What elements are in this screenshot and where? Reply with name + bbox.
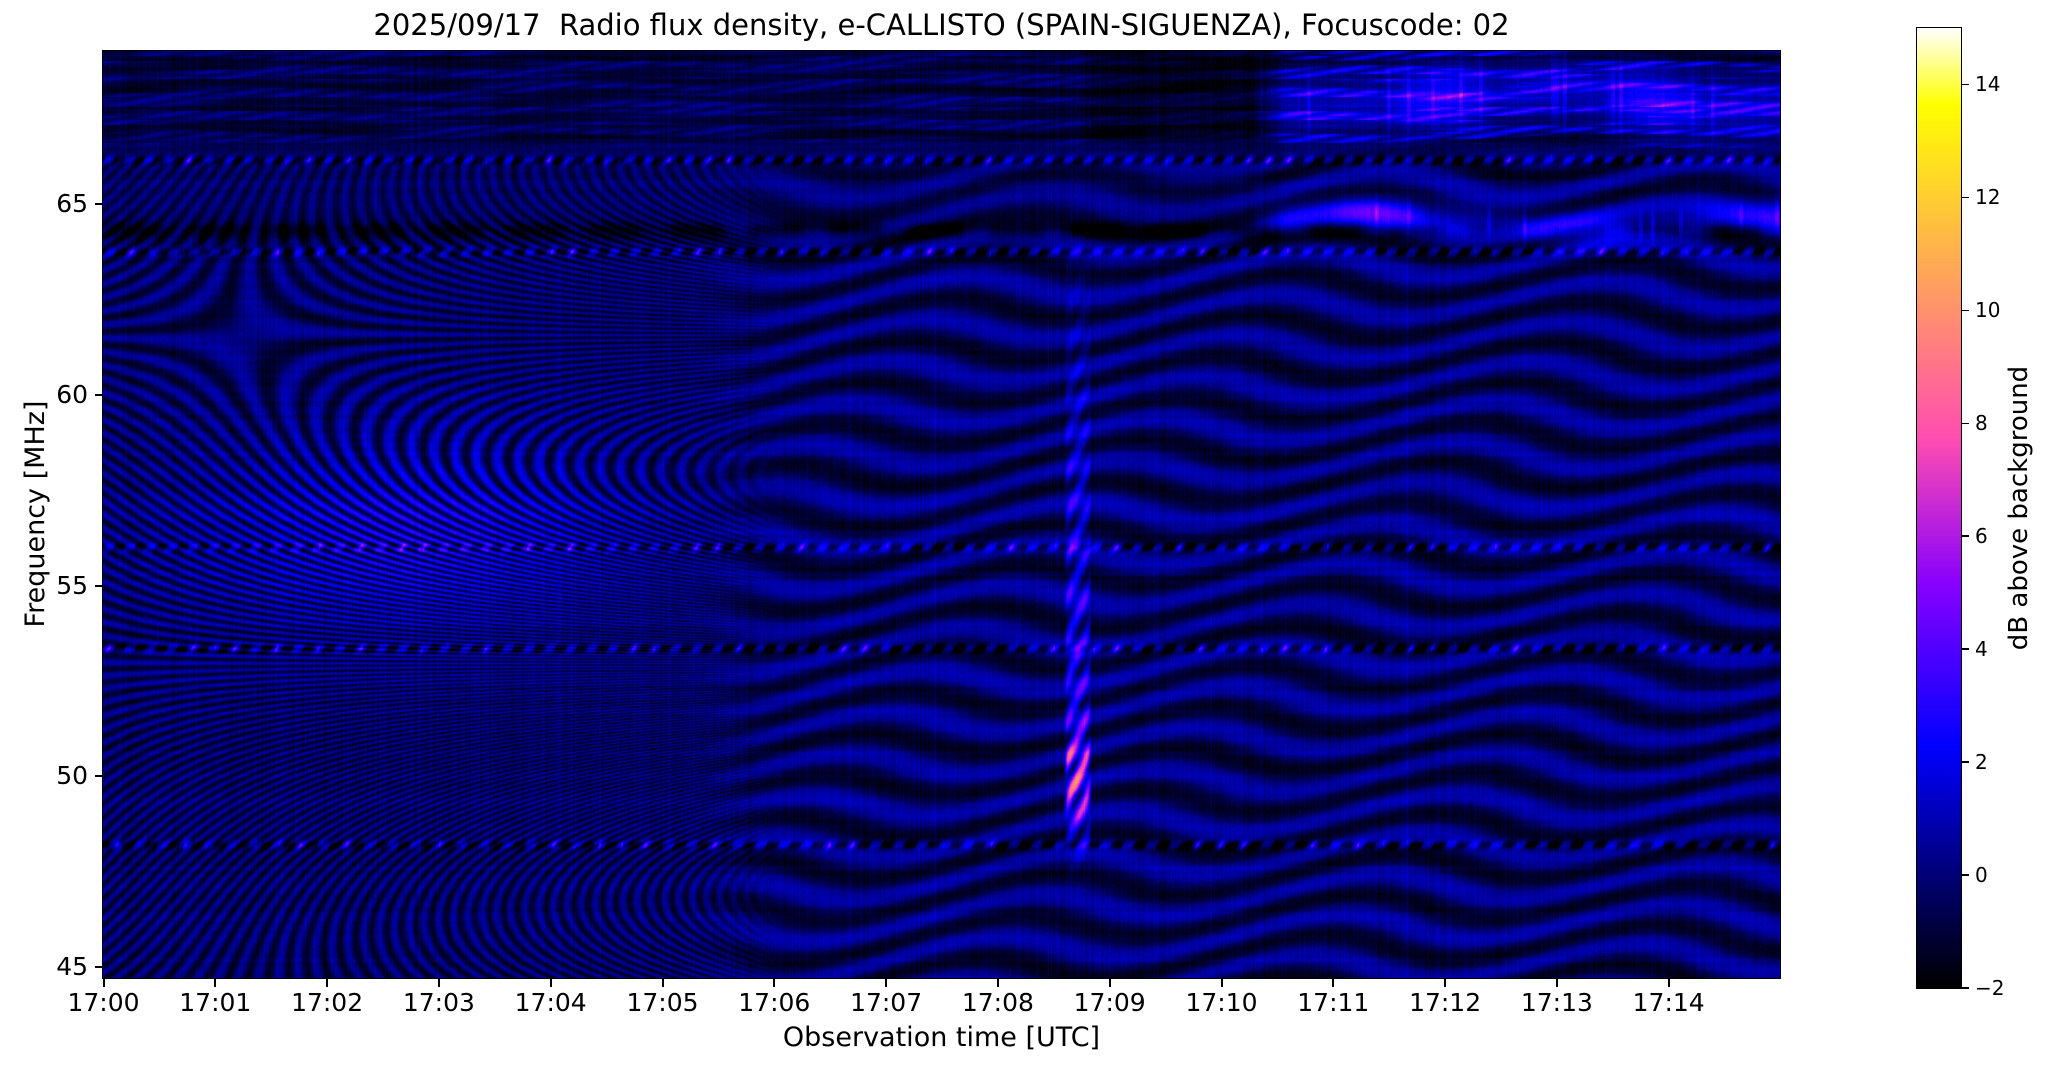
x-tick-mark xyxy=(773,978,776,987)
colorbar-tick-label: −2 xyxy=(1975,976,2005,1000)
colorbar-tick-label: 8 xyxy=(1975,411,1988,436)
colorbar-tick-label: 10 xyxy=(1975,298,2001,323)
colorbar-tick-label: 4 xyxy=(1975,637,1988,662)
colorbar-tick-mark xyxy=(1961,535,1969,537)
y-tick-mark xyxy=(94,775,103,778)
x-tick-label: 17:01 xyxy=(179,988,252,1017)
x-tick-label: 17:10 xyxy=(1185,988,1258,1017)
x-tick-label: 17:06 xyxy=(738,988,811,1017)
x-tick-label: 17:13 xyxy=(1520,988,1593,1017)
x-tick-mark xyxy=(1555,978,1558,987)
x-tick-label: 17:03 xyxy=(402,988,475,1017)
colorbar-tick-mark xyxy=(1961,83,1969,86)
x-tick-mark xyxy=(885,978,888,987)
colorbar-label: dB above background xyxy=(2004,365,2034,651)
x-tick-mark xyxy=(102,978,105,987)
x-tick-mark xyxy=(326,978,329,987)
x-axis-label: Observation time [UTC] xyxy=(782,1022,1101,1053)
y-tick-label: 50 xyxy=(56,761,88,791)
colorbar-tick-label: 6 xyxy=(1975,524,1988,549)
y-axis-label: Frequency [MHz] xyxy=(20,400,51,628)
x-tick-label: 17:08 xyxy=(961,988,1034,1017)
y-tick-mark xyxy=(94,584,103,587)
x-tick-label: 17:09 xyxy=(1073,988,1146,1017)
x-tick-label: 17:04 xyxy=(514,988,587,1017)
colorbar-tick-mark xyxy=(1961,987,1969,989)
chart-title: 2025/09/17 Radio flux density, e-CALLIST… xyxy=(373,8,1510,42)
colorbar-tick-mark xyxy=(1961,874,1969,876)
y-tick-label: 45 xyxy=(56,952,88,982)
spectrogram-canvas xyxy=(103,51,1780,978)
x-tick-mark xyxy=(1108,978,1111,987)
y-tick-label: 60 xyxy=(56,379,88,409)
y-tick-label: 65 xyxy=(56,189,88,219)
x-tick-mark xyxy=(1220,978,1223,987)
x-tick-mark xyxy=(437,978,440,987)
x-tick-mark xyxy=(1332,978,1335,987)
colorbar-tick-mark xyxy=(1961,648,1969,650)
spectrogram-plot-area xyxy=(102,50,1781,979)
y-tick-mark xyxy=(94,203,103,206)
y-tick-label: 55 xyxy=(56,570,88,600)
colorbar-tick-label: 2 xyxy=(1975,750,1988,775)
colorbar-tick-label: 0 xyxy=(1975,863,1988,888)
colorbar-tick-mark xyxy=(1961,196,1969,199)
x-tick-mark xyxy=(996,978,999,987)
x-tick-label: 17:02 xyxy=(291,988,364,1017)
x-tick-mark xyxy=(1444,978,1447,987)
x-tick-mark xyxy=(549,978,552,987)
y-tick-mark xyxy=(94,393,103,396)
colorbar xyxy=(1915,26,1962,989)
x-tick-mark xyxy=(214,978,217,987)
colorbar-tick-label: 14 xyxy=(1975,72,2001,97)
x-tick-mark xyxy=(661,978,664,987)
colorbar-canvas xyxy=(1916,27,1961,988)
x-tick-label: 17:07 xyxy=(850,988,923,1017)
x-tick-label: 17:05 xyxy=(626,988,699,1017)
x-tick-label: 17:14 xyxy=(1632,988,1705,1017)
x-tick-mark xyxy=(1667,978,1670,987)
colorbar-tick-mark xyxy=(1961,309,1969,312)
y-tick-mark xyxy=(94,966,103,969)
x-tick-label: 17:00 xyxy=(67,988,140,1017)
x-tick-label: 17:11 xyxy=(1297,988,1370,1017)
colorbar-tick-mark xyxy=(1961,761,1969,763)
colorbar-tick-mark xyxy=(1961,422,1969,425)
x-tick-label: 17:12 xyxy=(1409,988,1482,1017)
colorbar-tick-label: 12 xyxy=(1975,185,2001,210)
